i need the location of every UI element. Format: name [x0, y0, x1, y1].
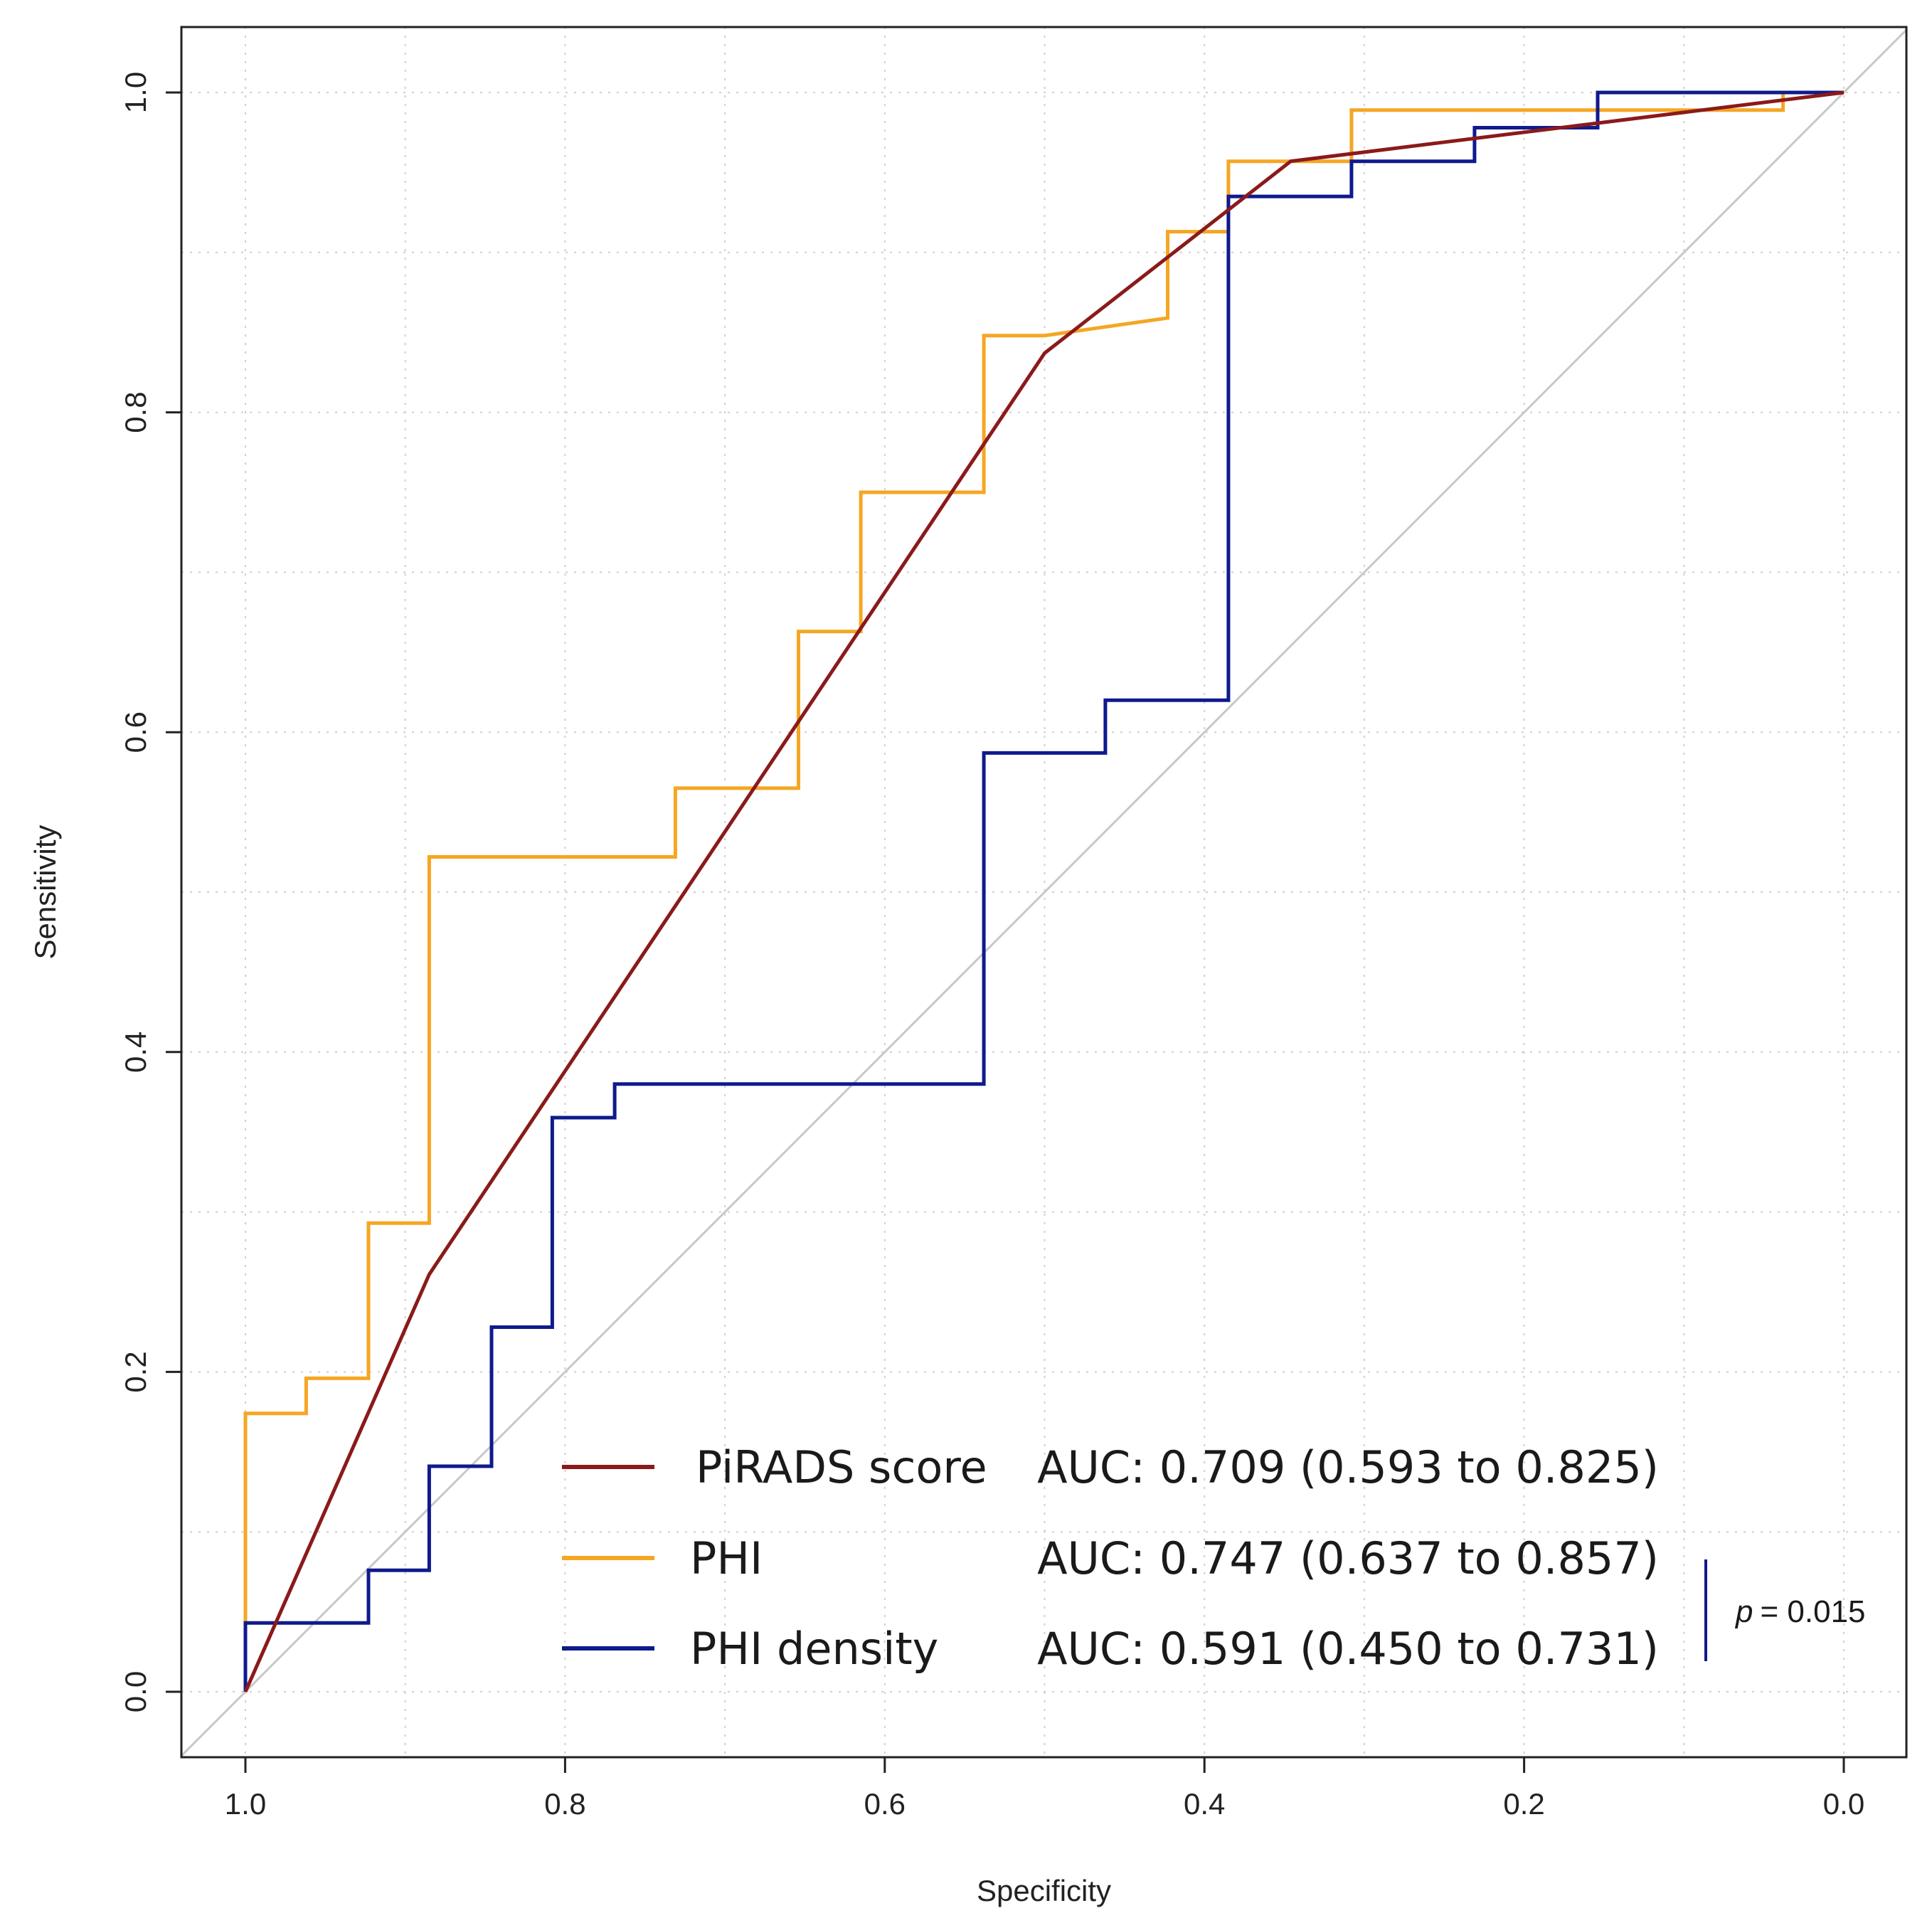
legend: PiRADS score AUC: 0.709 (0.593 to 0.825)…	[562, 1441, 1659, 1675]
plot-frame	[180, 26, 1908, 1759]
y-axis-title: Sensitivity	[28, 825, 62, 959]
p-value-annotation: p = 0.015	[1734, 1594, 1866, 1629]
y-tick-label: 0.2	[119, 1351, 152, 1392]
legend-label-phi: PHI	[690, 1532, 763, 1584]
y-tick-label: 0.8	[119, 391, 152, 433]
legend-label-phi-density: PHI density	[690, 1623, 938, 1675]
x-tick-label: 0.0	[1823, 1787, 1864, 1821]
y-tick-label: 0.4	[119, 1032, 152, 1073]
legend-auc-phi: AUC: 0.747 (0.637 to 0.857)	[1037, 1532, 1659, 1584]
x-tick-label: 0.4	[1184, 1787, 1225, 1821]
p-value-symbol: p	[1734, 1594, 1753, 1629]
p-value-text: = 0.015	[1760, 1594, 1865, 1629]
x-tick-label: 0.2	[1503, 1787, 1544, 1821]
y-axis: 0.0 0.2 0.4 0.6 0.8 1.0	[119, 72, 181, 1712]
roc-curve-phi	[243, 90, 1844, 1692]
roc-curves	[243, 90, 1845, 1693]
x-tick-label: 0.6	[864, 1787, 906, 1821]
diagonal-reference-line	[180, 28, 1908, 1757]
legend-auc-phi-density: AUC: 0.591 (0.450 to 0.731)	[1037, 1623, 1659, 1675]
x-tick-label: 1.0	[225, 1787, 266, 1821]
x-tick-label: 0.8	[544, 1787, 585, 1821]
y-tick-label: 0.0	[119, 1671, 152, 1712]
x-axis-title: Specificity	[977, 1874, 1111, 1907]
grid-lines	[181, 27, 1906, 1757]
x-axis: 1.0 0.8 0.6 0.4 0.2 0.0	[225, 1757, 1864, 1821]
roc-curve-pirads	[243, 90, 1845, 1693]
y-tick-label: 1.0	[119, 72, 152, 113]
legend-auc-pirads: AUC: 0.709 (0.593 to 0.825)	[1037, 1441, 1659, 1493]
y-tick-label: 0.6	[119, 711, 152, 753]
roc-curve-phi-density	[243, 90, 1844, 1692]
legend-label-pirads: PiRADS score	[696, 1441, 987, 1493]
